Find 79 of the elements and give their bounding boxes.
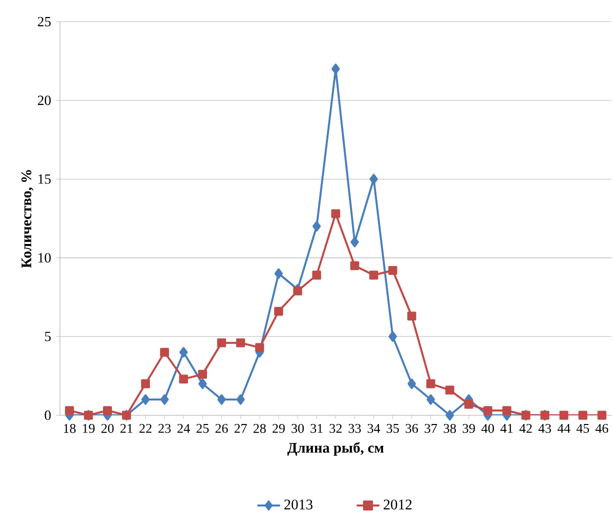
x-tick-label: 45 xyxy=(576,424,590,434)
point xyxy=(331,209,340,218)
x-tick-label: 33 xyxy=(348,424,361,434)
x-tick-label: 37 xyxy=(424,424,438,434)
x-tick-label: 35 xyxy=(386,424,399,434)
y-tick-label: 20 xyxy=(38,96,51,106)
point xyxy=(370,174,378,185)
x-tick-label: 20 xyxy=(101,424,114,434)
x-tick-label: 23 xyxy=(158,424,171,434)
point xyxy=(236,394,245,405)
x-tick-label: 34 xyxy=(368,424,380,434)
x-tick-label: 32 xyxy=(330,424,342,434)
point xyxy=(179,374,188,384)
y-tick-label: 15 xyxy=(38,174,51,184)
x-tick-label: 25 xyxy=(196,424,209,434)
point xyxy=(236,338,246,348)
point xyxy=(274,307,284,316)
x-axis-title: Длина рыб, см xyxy=(287,442,384,456)
point xyxy=(408,378,416,390)
x-tick-label: 38 xyxy=(444,424,456,434)
x-tick-label: 18 xyxy=(64,424,76,434)
point xyxy=(141,394,150,405)
point xyxy=(160,348,169,357)
point xyxy=(388,266,398,276)
point xyxy=(217,394,226,405)
point xyxy=(578,410,588,420)
x-tick-label: 31 xyxy=(310,424,323,434)
x-tick-label: 39 xyxy=(462,424,475,434)
x-tick-label: 29 xyxy=(272,424,285,434)
point xyxy=(293,286,302,296)
point xyxy=(160,394,169,405)
x-tick-label: 41 xyxy=(500,424,513,433)
point xyxy=(388,331,397,342)
point xyxy=(426,394,435,405)
point xyxy=(559,410,568,420)
y-axis-title: Количество, % xyxy=(21,170,34,268)
point xyxy=(141,379,150,388)
x-tick-label: 28 xyxy=(254,424,266,434)
x-tick-label: 43 xyxy=(538,424,551,434)
point xyxy=(331,64,340,74)
point xyxy=(198,378,207,390)
x-tick-label: 40 xyxy=(481,424,494,434)
point xyxy=(483,406,492,416)
point xyxy=(350,236,359,248)
point xyxy=(464,400,474,409)
point xyxy=(255,343,264,352)
point xyxy=(312,270,322,280)
legend-label: 2012 xyxy=(384,500,412,510)
point xyxy=(64,406,74,416)
point xyxy=(312,221,321,232)
x-tick-label: 36 xyxy=(406,424,418,434)
point xyxy=(446,410,454,421)
y-tick-label: 0 xyxy=(44,410,51,420)
x-tick-label: 26 xyxy=(216,424,228,434)
y-tick-label: 25 xyxy=(38,17,51,27)
x-tick-label: 42 xyxy=(519,424,532,433)
point xyxy=(369,270,378,280)
point xyxy=(274,268,283,279)
point xyxy=(502,406,512,416)
point xyxy=(445,386,454,395)
point xyxy=(597,410,606,420)
point xyxy=(217,338,226,348)
x-tick-label: 27 xyxy=(234,424,247,433)
x-tick-label: 21 xyxy=(120,424,132,433)
legend-label: 2013 xyxy=(284,500,312,510)
point xyxy=(407,312,416,321)
point xyxy=(103,406,112,416)
y-tick-label: 10 xyxy=(38,253,51,263)
x-tick-label: 46 xyxy=(596,424,608,434)
x-tick-label: 24 xyxy=(177,424,190,433)
point xyxy=(179,347,188,358)
point xyxy=(350,261,360,270)
x-tick-label: 22 xyxy=(139,424,152,433)
x-tick-label: 19 xyxy=(82,424,95,434)
x-tick-label: 30 xyxy=(292,424,304,434)
y-tick-label: 5 xyxy=(45,332,51,342)
x-tick-label: 44 xyxy=(557,424,570,433)
point xyxy=(198,370,208,379)
point xyxy=(426,379,436,388)
